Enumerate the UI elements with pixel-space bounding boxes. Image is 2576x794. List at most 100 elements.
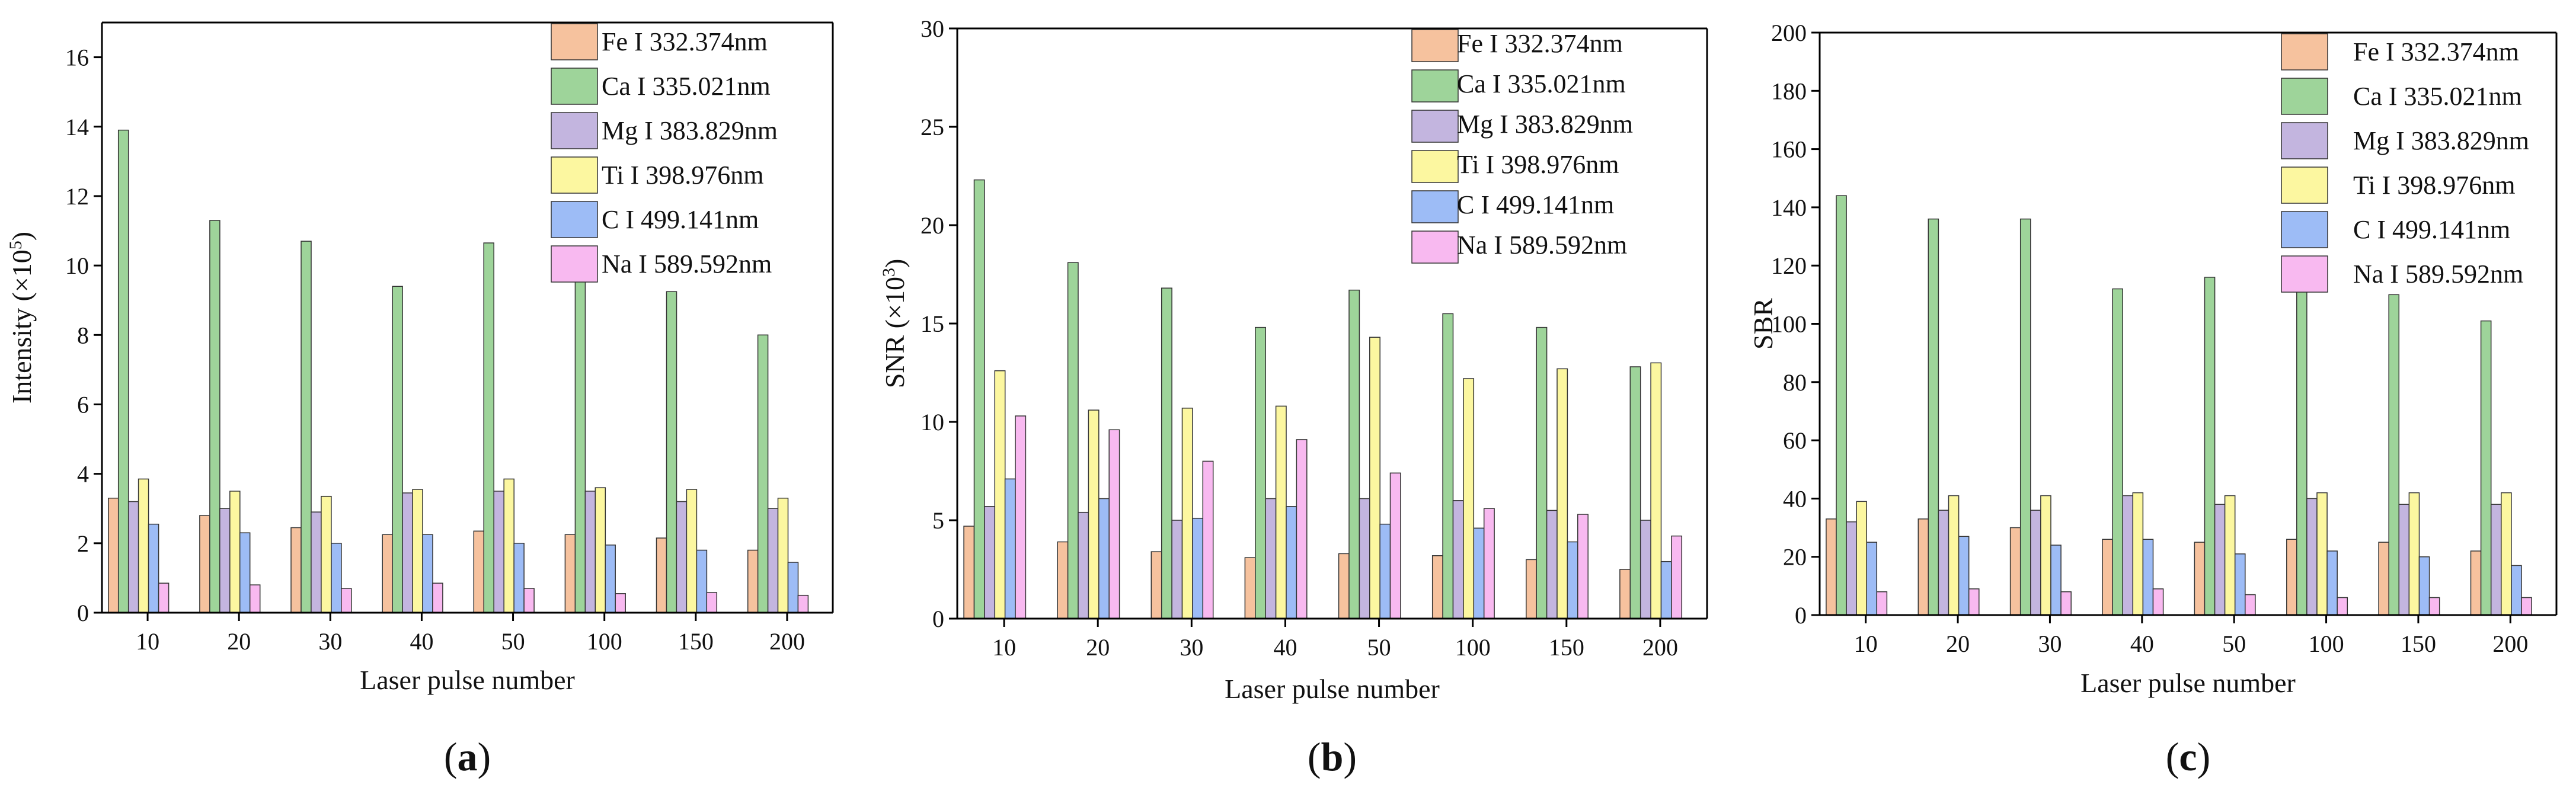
bar-a-s4-c5 <box>605 545 616 613</box>
bar-a-s3-c7 <box>777 497 789 613</box>
legend-label-0: Fe I 332.374nm <box>602 27 768 56</box>
y-tick-label: 2 <box>77 530 89 557</box>
y-tick-label: 80 <box>1783 369 1807 396</box>
y-tick-label: 15 <box>921 310 944 337</box>
bar-b-s1-c4 <box>1348 289 1360 619</box>
bar-b-s3-c5 <box>1463 378 1475 619</box>
bar-a-s1-c1 <box>209 220 220 613</box>
bar-a-s0-c3 <box>382 534 393 613</box>
y-tick-label: 8 <box>77 322 89 348</box>
chart-panel-c: 0 20 40 60 80 100 120 140 160 180 200 10 20 30 40 50 100… <box>1748 20 2558 779</box>
bar-c-s4-c2 <box>2050 545 2062 616</box>
legend-label-5: Na I 589.592nm <box>1457 230 1627 260</box>
legend-swatch-0 <box>1411 29 1459 62</box>
legend-swatch-0 <box>551 23 598 60</box>
bar-c-s3-c7 <box>2501 492 2512 616</box>
bar-b-s0-c6 <box>1526 559 1537 619</box>
bar-b-s3-c7 <box>1650 362 1662 619</box>
legend-swatch-2 <box>1411 110 1459 143</box>
legend-swatch-2 <box>2281 122 2328 159</box>
bar-c-s0-c7 <box>2470 550 2482 616</box>
bar-b-s2-c7 <box>1639 520 1651 619</box>
bar-b-s3-c3 <box>1275 405 1287 619</box>
bar-c-s5-c3 <box>2152 588 2164 616</box>
bar-c-s5-c1 <box>1968 588 1980 616</box>
bar-c-s0-c1 <box>1917 518 1929 616</box>
bar-a-s0-c0 <box>108 497 119 613</box>
bar-c-s2-c7 <box>2490 504 2502 616</box>
y-tick-label: 30 <box>921 15 944 42</box>
y-tick-label: 14 <box>65 114 89 140</box>
bar-a-s1-c3 <box>392 286 403 613</box>
panel-label-a: (a) <box>444 734 491 779</box>
bar-a-s1-c4 <box>483 242 494 613</box>
legend-label-2: Mg I 383.829nm <box>2353 126 2529 155</box>
bar-a-s3-c4 <box>503 478 514 613</box>
bar-c-s1-c6 <box>2388 294 2400 616</box>
bar-b-s3-c2 <box>1181 408 1193 619</box>
x-axis-title: Laser pulse number <box>360 665 575 695</box>
bar-c-s1-c4 <box>2204 277 2216 616</box>
bar-c-s5-c7 <box>2521 597 2532 616</box>
x-tick-label: 100 <box>2309 630 2344 657</box>
legend-label-4: C I 499.141nm <box>602 205 759 234</box>
y-tick-label: 6 <box>77 391 89 418</box>
y-tick-label: 10 <box>65 252 89 279</box>
y-tick-label: 0 <box>932 606 944 632</box>
bar-b-s4-c5 <box>1473 527 1485 619</box>
panel-label-open: ( <box>444 734 458 779</box>
bar-b-s0-c5 <box>1431 555 1443 619</box>
legend-swatch-1 <box>2281 78 2328 115</box>
x-tick-label: 20 <box>1946 630 1970 657</box>
bar-a-s4-c6 <box>696 549 708 613</box>
x-tick-label: 150 <box>678 628 714 655</box>
bar-a-s5-c7 <box>797 594 809 613</box>
legend-swatch-3 <box>1411 150 1459 183</box>
x-tick-label: 40 <box>410 628 433 655</box>
bar-c-s4-c0 <box>1866 542 1878 616</box>
bar-c-s1-c7 <box>2480 320 2492 616</box>
bar-a-s4-c7 <box>787 562 799 613</box>
x-tick-label: 150 <box>1549 634 1584 661</box>
x-tick-label: 100 <box>1455 634 1491 661</box>
x-tick-label: 30 <box>1180 634 1203 661</box>
y-axis-title-exponent: 5 <box>6 241 25 249</box>
bar-a-s3-c2 <box>321 495 332 613</box>
y-axis-title-main: SNR (×10 <box>880 277 910 388</box>
bar-b-s3-c0 <box>994 370 1006 619</box>
y-axis-title-close: ) <box>880 259 910 268</box>
panel-label-close: ) <box>478 734 491 779</box>
bar-c-s1-c3 <box>2112 288 2123 616</box>
y-tick-label: 60 <box>1783 427 1807 454</box>
bar-a-s0-c2 <box>290 527 302 613</box>
bar-a-s5-c2 <box>341 588 352 613</box>
x-tick-label: 50 <box>501 628 525 655</box>
x-tick-label: 40 <box>2130 630 2154 657</box>
bar-c-s3-c3 <box>2132 492 2144 616</box>
bar-c-s0-c6 <box>2378 542 2389 616</box>
bar-b-s1-c7 <box>1629 366 1641 619</box>
y-tick-label: 100 <box>1771 311 1807 338</box>
bar-c-s1-c2 <box>2019 218 2031 616</box>
bar-a-s3-c0 <box>138 478 149 613</box>
bar-b-s4-c6 <box>1567 541 1578 619</box>
bar-a-s3-c6 <box>686 489 698 613</box>
bar-b-s0-c3 <box>1244 557 1256 619</box>
panel-label-close: ) <box>2197 734 2211 779</box>
bar-c-s2-c1 <box>1938 510 1949 616</box>
panel-label-open: ( <box>2166 734 2179 779</box>
bar-a-s0-c1 <box>199 515 210 613</box>
y-tick-label: 10 <box>921 409 944 436</box>
bar-c-s4-c1 <box>1958 536 1970 616</box>
bar-b-s1-c1 <box>1067 262 1079 619</box>
legend-swatch-4 <box>2281 211 2328 248</box>
y-axis-title-main: Intensity (×10 <box>7 249 37 404</box>
bar-b-s2-c1 <box>1078 511 1089 619</box>
bar-b-s4-c0 <box>1004 478 1016 619</box>
bar-c-s1-c5 <box>2296 282 2307 616</box>
bar-c-s3-c1 <box>1948 495 1960 616</box>
bar-a-s5-c0 <box>158 582 170 613</box>
bar-a-s4-c3 <box>422 534 433 613</box>
x-tick-label: 150 <box>2401 630 2436 657</box>
bar-b-s2-c2 <box>1171 520 1183 619</box>
